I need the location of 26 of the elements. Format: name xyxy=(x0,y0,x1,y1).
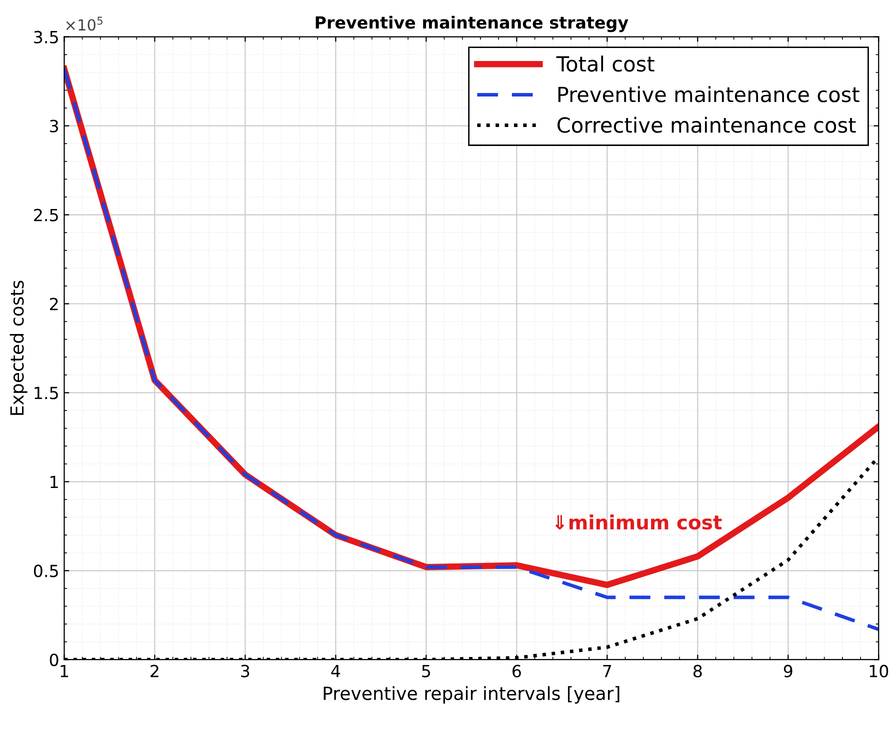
x-tick-label: 6 xyxy=(512,664,521,678)
x-tick-label: 1 xyxy=(60,664,68,678)
legend-label: Corrective maintenance cost xyxy=(558,116,856,133)
y-tick-label: 1 xyxy=(50,476,58,488)
chart-title: Preventive maintenance strategy xyxy=(316,16,628,32)
x-tick-label: 5 xyxy=(422,664,430,678)
legend-label: Total cost xyxy=(556,56,654,72)
y-tick-label: 0 xyxy=(50,654,58,666)
legend-label: Preventive maintenance cost xyxy=(558,86,860,102)
x-tick-label: 8 xyxy=(693,664,702,678)
text: ×10$^{5}$ xyxy=(66,16,102,31)
x-tick-label: 4 xyxy=(331,664,340,678)
y-tick-label: 2.5 xyxy=(34,208,58,222)
x-tick-label: 3 xyxy=(241,664,250,678)
x-tick-label: 10 xyxy=(870,664,888,678)
x-tick-label: 9 xyxy=(784,664,792,678)
y-tick-label: 3 xyxy=(50,120,58,132)
annotation: ⇓minimum cost xyxy=(555,514,722,530)
y-tick-label: 2 xyxy=(50,298,58,310)
y-tick-label: 3.5 xyxy=(34,30,58,44)
y-tick-label: 0.5 xyxy=(34,564,58,578)
x-tick-label: 7 xyxy=(603,664,612,678)
y-tick-label: 1.5 xyxy=(34,386,58,400)
y-axis-title: Expected costs xyxy=(10,280,28,415)
x-axis-title: Preventive repair intervals [year] xyxy=(324,686,620,704)
x-tick-label: 2 xyxy=(150,664,158,678)
